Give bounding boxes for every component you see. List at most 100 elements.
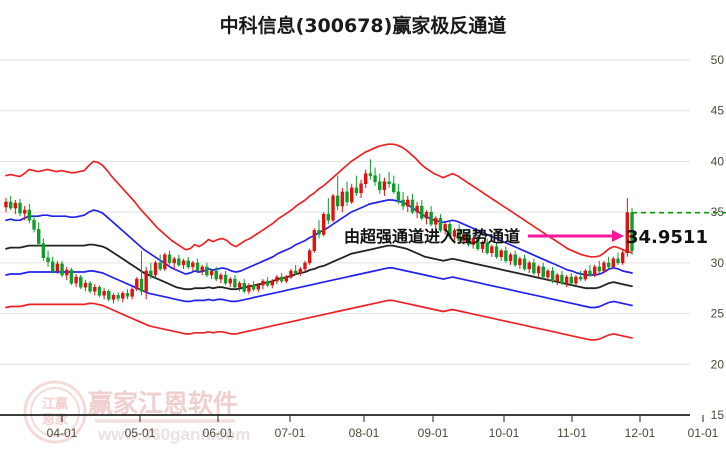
candle-body: [293, 270, 298, 274]
seal-inner-circle: [30, 387, 80, 437]
candle-body: [107, 291, 111, 300]
band-line-mid-line: [5, 243, 633, 291]
candle-body: [354, 187, 359, 194]
candle-body: [499, 250, 503, 258]
band-line-inner-lower-band: [5, 267, 633, 309]
candle-body: [191, 262, 195, 268]
candle-body: [13, 202, 18, 209]
candle-body: [387, 181, 391, 184]
x-axis-tick-label: 07-01: [275, 426, 306, 440]
candle-body: [121, 293, 125, 299]
candle-body: [406, 199, 410, 207]
candle-body: [466, 234, 471, 245]
annotation-label: 由超强通道进入强势通道: [344, 227, 520, 246]
candle-body: [37, 229, 41, 244]
candle-body: [284, 276, 289, 282]
x-axis-tick-label: 12-01: [625, 426, 656, 440]
candle-body: [359, 183, 363, 194]
candle-body: [69, 269, 74, 284]
price-tag: 34.9511: [626, 227, 708, 248]
candle-body: [368, 173, 373, 176]
candle-body: [223, 274, 228, 284]
candle-body: [181, 260, 186, 266]
candle-body: [378, 181, 382, 191]
candle-body: [298, 268, 303, 274]
candle-body: [625, 212, 630, 253]
y-axis-tick-label: 15: [711, 408, 725, 422]
candle-body: [265, 280, 270, 286]
candle-body: [569, 276, 573, 284]
candle-body: [350, 187, 354, 203]
candle-body: [415, 205, 419, 213]
candle-body: [396, 191, 401, 201]
candle-body: [335, 195, 340, 207]
candle-body: [186, 260, 190, 268]
candle-body: [443, 224, 447, 231]
candle-body: [592, 266, 597, 276]
candle-body: [32, 220, 36, 230]
candle-body: [237, 282, 242, 288]
candle-body: [275, 276, 279, 282]
candle-body: [4, 201, 8, 208]
candle-body: [195, 262, 200, 272]
candle-body: [536, 266, 541, 274]
candle-body: [167, 254, 172, 264]
candle-body: [158, 262, 162, 270]
candle-body: [373, 175, 377, 182]
candle-body: [149, 270, 153, 276]
candle-body: [97, 286, 102, 296]
candle-body: [522, 258, 527, 270]
annotation-arrow-head: [612, 230, 624, 242]
x-axis-tick-label: 05-01: [125, 426, 156, 440]
candle-body: [588, 270, 592, 276]
candle-body: [532, 262, 536, 274]
candle-body: [251, 284, 256, 290]
x-axis-tick-label: 04-01: [47, 426, 78, 440]
y-axis-tick-label: 50: [711, 53, 725, 67]
candle-body: [578, 276, 583, 280]
band-line-outer-lower-band: [5, 299, 633, 341]
candle-body: [60, 263, 64, 276]
y-axis-tick-label: 25: [711, 307, 725, 321]
candle-body: [392, 183, 396, 193]
candle-body: [27, 209, 32, 221]
candle-body: [462, 234, 466, 241]
candle-body: [116, 295, 120, 299]
watermark-url: www.360gann.com: [97, 425, 250, 444]
candle-body: [480, 242, 485, 249]
candle-body: [317, 230, 321, 235]
candle-body: [279, 276, 284, 282]
candle-body: [541, 266, 545, 278]
candle-body: [485, 242, 489, 253]
watermark-brand: 赢家江恩软件: [88, 389, 238, 418]
candle-body: [303, 262, 307, 270]
candle-body: [410, 199, 415, 213]
candle-body: [289, 270, 293, 278]
candle-body: [583, 270, 587, 280]
candle-body: [527, 262, 531, 270]
candle-body: [46, 257, 50, 263]
y-axis-tick-label: 45: [711, 104, 725, 118]
candle-body: [513, 254, 517, 266]
candle-body: [214, 270, 218, 280]
candle-body: [321, 213, 326, 235]
y-axis-tick-label: 20: [711, 357, 725, 371]
candle-body: [574, 276, 578, 284]
price-tag-value: 34.9511: [626, 227, 708, 248]
candle-body: [65, 269, 69, 276]
candle-body: [228, 278, 232, 284]
candle-body: [256, 284, 260, 290]
candle-body: [125, 293, 130, 297]
candle-body: [438, 217, 443, 231]
candle-body: [172, 258, 176, 264]
candle-body: [331, 195, 335, 221]
candle-body: [233, 278, 237, 288]
candle-body: [130, 288, 134, 297]
candle-body: [209, 270, 214, 276]
candle-body: [55, 263, 60, 272]
candle-body: [102, 291, 106, 296]
candle-body: [401, 199, 405, 207]
candle-body: [18, 202, 22, 214]
